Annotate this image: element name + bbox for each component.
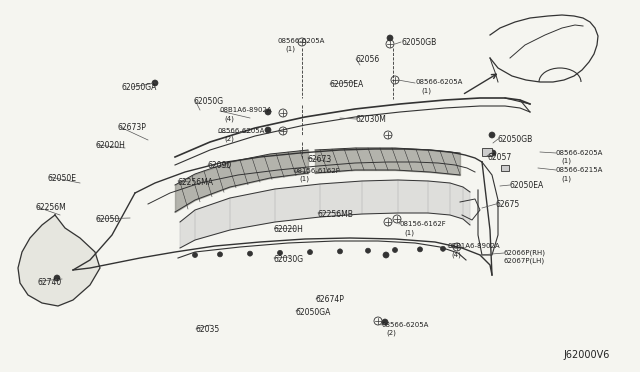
Text: 08156-6162F: 08156-6162F — [294, 168, 340, 174]
Circle shape — [218, 252, 223, 257]
Text: J62000V6: J62000V6 — [564, 350, 610, 360]
Text: 62050GB: 62050GB — [401, 38, 436, 47]
Text: 08566-6205A: 08566-6205A — [381, 322, 428, 328]
Text: 62067P(LH): 62067P(LH) — [504, 258, 545, 264]
Circle shape — [248, 251, 253, 256]
Text: 62090: 62090 — [208, 161, 232, 170]
Text: 08156-6162F: 08156-6162F — [399, 221, 445, 227]
Circle shape — [337, 249, 342, 254]
Text: (1): (1) — [404, 229, 414, 235]
Circle shape — [490, 150, 496, 156]
Text: (4): (4) — [451, 251, 461, 257]
Polygon shape — [230, 189, 275, 230]
Text: 62050GA: 62050GA — [296, 308, 332, 317]
Circle shape — [278, 250, 282, 255]
Polygon shape — [320, 181, 362, 217]
Text: (4): (4) — [224, 115, 234, 122]
Text: 08B1A6-8902A: 08B1A6-8902A — [448, 243, 500, 249]
Polygon shape — [362, 180, 398, 214]
Text: 62050EA: 62050EA — [510, 181, 544, 190]
Text: (1): (1) — [421, 87, 431, 93]
Circle shape — [365, 248, 371, 253]
Circle shape — [440, 246, 445, 251]
Circle shape — [193, 253, 198, 257]
Text: 62050EA: 62050EA — [330, 80, 364, 89]
Text: 08566-6205A: 08566-6205A — [218, 128, 266, 134]
Text: 62056: 62056 — [356, 55, 380, 64]
Text: 62030G: 62030G — [274, 255, 304, 264]
Polygon shape — [463, 187, 470, 225]
Polygon shape — [195, 198, 230, 240]
Text: 62050GB: 62050GB — [498, 135, 533, 144]
Text: 08566-6205A: 08566-6205A — [415, 79, 462, 85]
Circle shape — [387, 35, 393, 41]
Bar — [482, 148, 492, 156]
Polygon shape — [180, 210, 195, 248]
Text: 62020H: 62020H — [274, 225, 304, 234]
Circle shape — [307, 250, 312, 254]
Polygon shape — [450, 183, 463, 219]
Text: 62673P: 62673P — [117, 123, 146, 132]
Circle shape — [489, 132, 495, 138]
Text: (1): (1) — [285, 46, 295, 52]
Text: 62030M: 62030M — [356, 115, 387, 124]
Text: 62673: 62673 — [308, 155, 332, 164]
Text: (1): (1) — [561, 158, 571, 164]
Text: 62256M: 62256M — [35, 203, 66, 212]
Text: 62020H: 62020H — [95, 141, 125, 150]
Circle shape — [152, 80, 158, 86]
Text: 62675: 62675 — [496, 200, 520, 209]
Circle shape — [383, 252, 389, 258]
Polygon shape — [428, 181, 450, 215]
Circle shape — [265, 109, 271, 115]
Bar — [501, 165, 509, 171]
Text: 62256MA: 62256MA — [178, 178, 214, 187]
Circle shape — [417, 247, 422, 252]
Circle shape — [392, 247, 397, 253]
Text: (1): (1) — [561, 175, 571, 182]
Text: 08566-6215A: 08566-6215A — [556, 167, 604, 173]
Text: 62050GA: 62050GA — [121, 83, 156, 92]
Polygon shape — [18, 215, 100, 306]
Text: 62050E: 62050E — [48, 174, 77, 183]
Circle shape — [382, 319, 388, 325]
Polygon shape — [275, 184, 320, 222]
Text: 62674P: 62674P — [316, 295, 345, 304]
Text: (2): (2) — [386, 330, 396, 337]
Text: 08566-6205A: 08566-6205A — [556, 150, 604, 156]
Text: (2): (2) — [224, 136, 234, 142]
Text: 62256MB: 62256MB — [318, 210, 354, 219]
Circle shape — [54, 275, 60, 281]
Text: 62050G: 62050G — [193, 97, 223, 106]
Polygon shape — [398, 180, 428, 213]
Text: 62050: 62050 — [96, 215, 120, 224]
Circle shape — [265, 127, 271, 133]
Text: (1): (1) — [299, 176, 309, 183]
Text: 08B1A6-8902A: 08B1A6-8902A — [220, 107, 273, 113]
Text: 62035: 62035 — [196, 325, 220, 334]
Text: 62066P(RH): 62066P(RH) — [504, 249, 546, 256]
Text: 62057: 62057 — [487, 153, 511, 162]
Text: 08566-6205A: 08566-6205A — [278, 38, 325, 44]
Text: 62740: 62740 — [38, 278, 62, 287]
